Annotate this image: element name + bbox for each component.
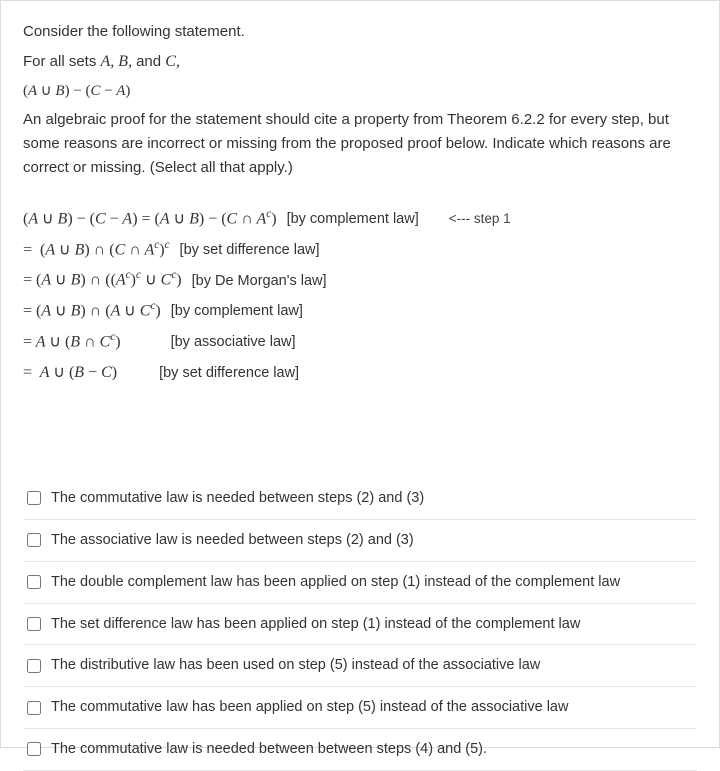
proof-step-5: = A ∪ (B ∩ Cc) [by associative law] (23, 327, 697, 358)
statement-expression: (A ∪ B) − (C − A) (23, 80, 697, 103)
option-label-2: The double complement law has been appli… (51, 573, 620, 592)
proof-step-6-reason: [by set difference law] (159, 360, 299, 388)
option-checkbox-5[interactable] (27, 701, 41, 715)
step-1-marker: <--- step 1 (449, 206, 511, 232)
option-checkbox-0[interactable] (27, 491, 41, 505)
option-row[interactable]: The commutative law is needed between be… (23, 729, 697, 771)
option-row[interactable]: The double complement law has been appli… (23, 562, 697, 604)
option-label-0: The commutative law is needed between st… (51, 489, 424, 508)
option-row[interactable]: The commutative law has been applied on … (23, 687, 697, 729)
question-container: Consider the following statement. For al… (0, 0, 720, 748)
intro-and: and (136, 53, 165, 70)
proof-step-5-reason: [by associative law] (171, 329, 296, 357)
option-label-4: The distributive law has been used on st… (51, 656, 540, 675)
proof-step-2-reason: [by set difference law] (180, 237, 320, 265)
intro-sets-ab: A, B, (101, 53, 137, 70)
option-row[interactable]: The set difference law has been applied … (23, 604, 697, 646)
option-checkbox-2[interactable] (27, 575, 41, 589)
proof-step-3-reason: [by De Morgan's law] (192, 268, 327, 296)
proof-step-4: = (A ∪ B) ∩ (A ∪ Cc) [by complement law] (23, 296, 697, 327)
proof-step-6-expr: = A ∪ (B − C) (23, 358, 117, 388)
question-intro: Consider the following statement. For al… (23, 21, 697, 180)
proof-step-2-expr: = (A ∪ B) ∩ (C ∩ Ac)c (23, 235, 170, 266)
proof-step-6: = A ∪ (B − C) [by set difference law] (23, 358, 697, 388)
option-label-3: The set difference law has been applied … (51, 615, 580, 634)
proof-step-1-reason: [by complement law] (287, 206, 419, 234)
explanation-text: An algebraic proof for the statement sho… (23, 108, 697, 180)
option-row[interactable]: The distributive law has been used on st… (23, 645, 697, 687)
proof-step-2: = (A ∪ B) ∩ (C ∩ Ac)c [by set difference… (23, 235, 697, 266)
option-row[interactable]: The commutative law is needed between st… (23, 478, 697, 520)
intro-prefix: For all sets (23, 53, 101, 70)
intro-line-1: Consider the following statement. (23, 21, 697, 44)
options-list: The commutative law is needed between st… (23, 478, 697, 771)
proof-block: (A ∪ B) − (C − A) = (A ∪ B) − (C ∩ Ac) [… (23, 204, 697, 388)
option-checkbox-6[interactable] (27, 742, 41, 756)
proof-step-1: (A ∪ B) − (C − A) = (A ∪ B) − (C ∩ Ac) [… (23, 204, 697, 235)
proof-step-4-expr: = (A ∪ B) ∩ (A ∪ Cc) (23, 296, 161, 327)
option-label-6: The commutative law is needed between be… (51, 740, 487, 759)
option-label-1: The associative law is needed between st… (51, 531, 414, 550)
proof-step-1-expr: (A ∪ B) − (C − A) = (A ∪ B) − (C ∩ Ac) (23, 204, 277, 235)
option-label-5: The commutative law has been applied on … (51, 698, 568, 717)
option-checkbox-4[interactable] (27, 659, 41, 673)
proof-step-3-expr: = (A ∪ B) ∩ ((Ac)c ∪ Cc) (23, 265, 182, 296)
option-row[interactable]: The associative law is needed between st… (23, 520, 697, 562)
proof-step-3: = (A ∪ B) ∩ ((Ac)c ∪ Cc) [by De Morgan's… (23, 265, 697, 296)
proof-step-4-reason: [by complement law] (171, 298, 303, 326)
intro-line-2: For all sets A, B, and C, (23, 50, 697, 74)
option-checkbox-1[interactable] (27, 533, 41, 547)
intro-set-c: C, (165, 53, 180, 70)
option-checkbox-3[interactable] (27, 617, 41, 631)
proof-step-5-expr: = A ∪ (B ∩ Cc) (23, 327, 121, 358)
